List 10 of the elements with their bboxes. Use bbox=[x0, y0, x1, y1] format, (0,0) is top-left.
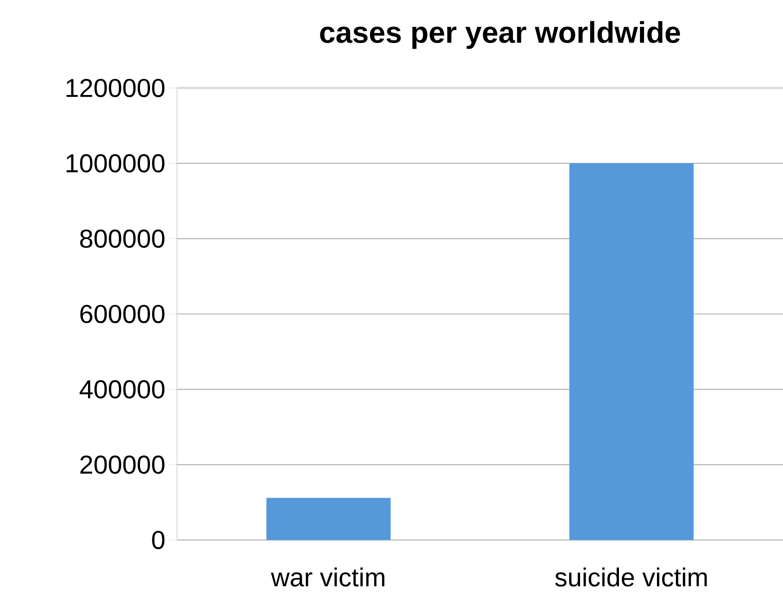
y-tick-label: 600000 bbox=[80, 304, 164, 324]
y-tick-label: 400000 bbox=[80, 380, 164, 398]
y-tick-label: 800000 bbox=[80, 229, 164, 248]
y-tick-label: 200000 bbox=[80, 455, 164, 474]
y-tick-label: 1200000 bbox=[66, 78, 164, 98]
x-tick-label: war victim bbox=[270, 568, 384, 587]
y-tick-label: 0 bbox=[152, 530, 164, 550]
x-tick-label: suicide victim bbox=[555, 568, 707, 587]
chart-title: cases per year worldwide bbox=[320, 21, 680, 49]
y-tick-label: 1000000 bbox=[66, 154, 164, 172]
